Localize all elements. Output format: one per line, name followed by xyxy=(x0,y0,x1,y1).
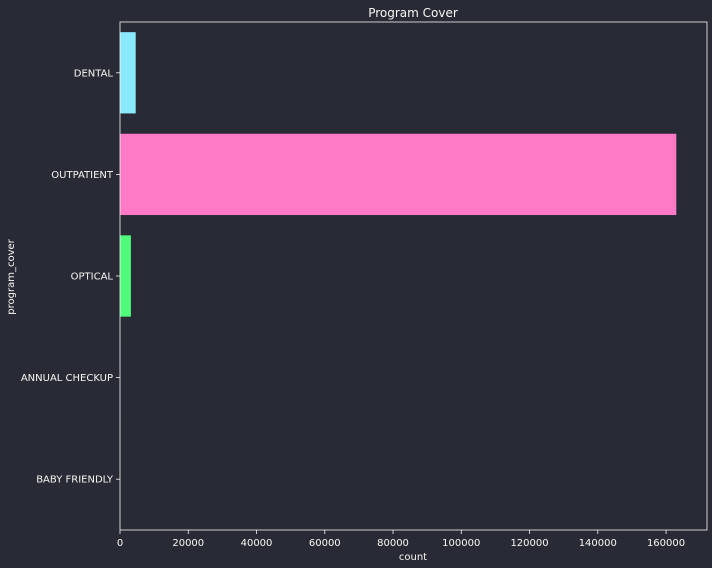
bars-group xyxy=(120,32,677,520)
y-axis-ticks: DENTAL OUTPATIENT OPTICAL ANNUAL CHECKUP BAB… xyxy=(21,68,120,486)
bar-dental xyxy=(120,32,136,114)
x-tick-label: 160000 xyxy=(647,538,685,549)
x-tick-label: 80000 xyxy=(377,538,409,549)
x-tick-label: 0 xyxy=(117,538,123,549)
x-tick-label: 20000 xyxy=(172,538,204,549)
x-tick-label: 120000 xyxy=(510,538,548,549)
y-axis-label: program_cover xyxy=(6,238,17,314)
x-tick-label: 140000 xyxy=(579,538,617,549)
x-axis-ticks: 0 20000 40000 60000 80000 100000 120000 140000 1… xyxy=(117,530,685,549)
x-tick-label: 60000 xyxy=(309,538,341,549)
bar-outpatient xyxy=(120,133,677,216)
y-tick-label: OPTICAL xyxy=(71,272,114,283)
x-tick-label: 40000 xyxy=(241,538,273,549)
y-tick-label: OUTPATIENT xyxy=(51,170,114,181)
bar-optical xyxy=(120,235,131,317)
y-tick-label: BABY FRIENDLY xyxy=(36,475,114,486)
y-tick-label: DENTAL xyxy=(74,68,114,79)
x-tick-label: 100000 xyxy=(442,538,480,549)
chart-title: Program Cover xyxy=(368,6,458,20)
y-tick-label: ANNUAL CHECKUP xyxy=(21,373,113,384)
x-axis-label: count xyxy=(399,552,427,563)
